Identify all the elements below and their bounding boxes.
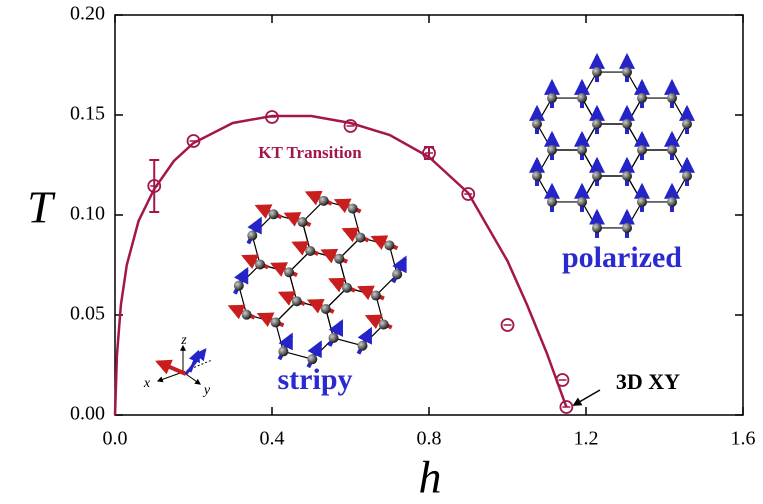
y-tick-label: 0.20 bbox=[70, 3, 105, 25]
phase-label: polarized bbox=[562, 241, 682, 274]
atom bbox=[384, 240, 394, 250]
atom bbox=[355, 233, 365, 243]
atom bbox=[547, 93, 557, 103]
atom bbox=[532, 171, 542, 181]
atom bbox=[637, 93, 647, 103]
x-tick-label: 1.6 bbox=[731, 428, 756, 450]
hexagon bbox=[582, 72, 642, 124]
x-tick-label: 0.8 bbox=[417, 428, 442, 450]
x-tick-label: 0.4 bbox=[260, 428, 285, 450]
atom bbox=[592, 119, 602, 129]
y-tick-label: 0.05 bbox=[70, 303, 105, 325]
atom bbox=[242, 310, 252, 320]
inset-axes: z x y bbox=[143, 333, 212, 398]
atom bbox=[622, 119, 632, 129]
atom bbox=[342, 283, 352, 293]
atom bbox=[592, 223, 602, 233]
inset-axis-label: x bbox=[143, 376, 151, 391]
atom bbox=[247, 230, 257, 240]
atom bbox=[334, 254, 344, 264]
atom bbox=[577, 197, 587, 207]
atom bbox=[392, 269, 402, 279]
atom bbox=[329, 333, 339, 343]
phase-label: stripy bbox=[278, 363, 353, 396]
y-tick-label: 0.10 bbox=[70, 203, 105, 225]
atom bbox=[271, 317, 281, 327]
x-tick-label: 1.2 bbox=[574, 428, 599, 450]
atom bbox=[234, 281, 244, 291]
atom bbox=[547, 197, 557, 207]
atom bbox=[321, 304, 331, 314]
inset-axis-label: y bbox=[202, 383, 211, 398]
atom bbox=[547, 145, 557, 155]
atom bbox=[592, 171, 602, 181]
atom bbox=[577, 145, 587, 155]
hexagon bbox=[537, 98, 597, 150]
atom bbox=[577, 93, 587, 103]
spin-arrow bbox=[158, 362, 186, 374]
atom bbox=[319, 196, 329, 206]
atom bbox=[667, 197, 677, 207]
atom bbox=[379, 320, 389, 330]
hexagon bbox=[537, 150, 597, 202]
inset-axis-label: z bbox=[180, 333, 187, 348]
transition-label: KT Transition bbox=[258, 143, 362, 162]
atom bbox=[637, 145, 647, 155]
critical-point-label: 3D XY bbox=[616, 369, 680, 394]
atom bbox=[371, 291, 381, 301]
pointer-arrow bbox=[574, 390, 600, 405]
atom bbox=[667, 93, 677, 103]
lattice-illustrations bbox=[231, 56, 692, 367]
hexagon bbox=[627, 98, 687, 150]
atom bbox=[637, 197, 647, 207]
atom bbox=[682, 119, 692, 129]
atom bbox=[305, 246, 315, 256]
x-tick-label: 0.0 bbox=[103, 428, 128, 450]
x-axis-label: h bbox=[419, 452, 442, 503]
atom bbox=[592, 67, 602, 77]
y-tick-label: 0.00 bbox=[70, 403, 105, 425]
axis-arrow bbox=[158, 372, 183, 381]
atom bbox=[255, 259, 265, 269]
atom bbox=[622, 171, 632, 181]
atom bbox=[622, 67, 632, 77]
hexagon bbox=[582, 124, 642, 176]
atom bbox=[348, 204, 358, 214]
atom bbox=[268, 209, 278, 219]
chart: T h KT Transition polarized stripy 3D XY… bbox=[0, 0, 763, 504]
atom bbox=[292, 296, 302, 306]
atom bbox=[622, 223, 632, 233]
atom bbox=[358, 341, 368, 351]
atom bbox=[278, 346, 288, 356]
y-axis-label: T bbox=[27, 182, 56, 233]
hexagon bbox=[582, 176, 642, 228]
atom bbox=[297, 217, 307, 227]
atom bbox=[682, 171, 692, 181]
atom bbox=[284, 267, 294, 277]
y-tick-label: 0.15 bbox=[70, 103, 105, 125]
atom bbox=[532, 119, 542, 129]
hexagon bbox=[627, 150, 687, 202]
plot-frame bbox=[115, 15, 743, 415]
atom bbox=[667, 145, 677, 155]
